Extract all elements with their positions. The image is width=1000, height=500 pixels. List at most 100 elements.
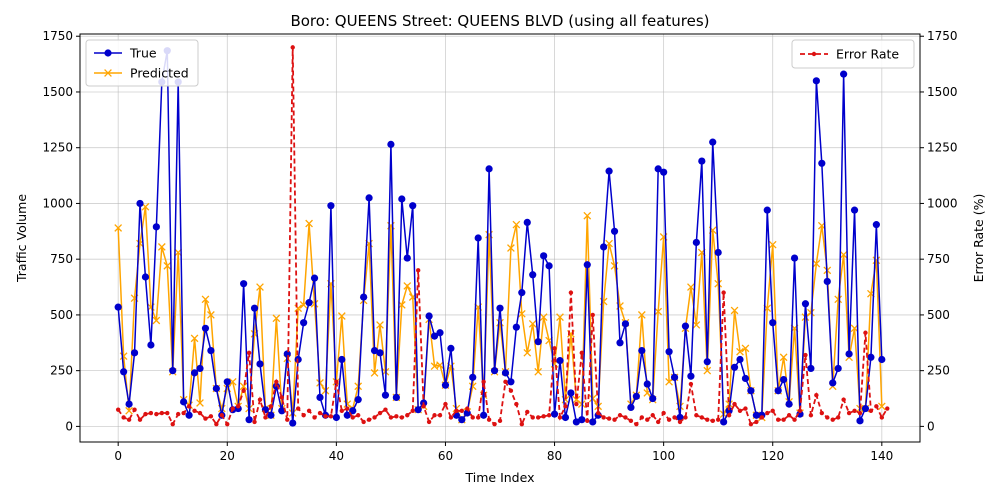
error-rate-point [274, 379, 279, 385]
error-rate-point [263, 415, 268, 420]
y2-tick-label: 1000 [927, 196, 958, 210]
true-point [790, 254, 799, 262]
true-point [507, 378, 515, 386]
true-point [812, 77, 820, 85]
true-point [649, 394, 657, 403]
error-rate-point [857, 410, 863, 416]
error-rate-point [126, 417, 132, 422]
predicted-point-stroke [228, 377, 237, 386]
predicted-point-stroke [207, 311, 215, 319]
error-rate-point [786, 413, 792, 418]
true-point [392, 393, 400, 402]
predicted-point-stroke [152, 316, 161, 325]
error-rate-point [557, 415, 563, 420]
y-tick-label: 750 [50, 252, 73, 266]
predicted-point [528, 319, 537, 328]
error-rate-point [121, 415, 126, 420]
true-point [310, 274, 319, 282]
true-point [256, 360, 264, 368]
error-rate-point [421, 404, 426, 409]
error-rate-point [339, 408, 345, 413]
error-rate-point [470, 415, 475, 420]
true-point [785, 400, 793, 408]
predicted-point [736, 347, 744, 356]
true-point [709, 138, 717, 146]
error-rate-point [748, 421, 754, 427]
predicted-point [201, 295, 210, 304]
error-rate-point [301, 413, 306, 418]
predicted-point [768, 240, 777, 249]
true-point [561, 413, 570, 422]
error-rate-point [192, 408, 197, 413]
predicted-point-stroke [588, 394, 597, 403]
true-point [240, 280, 248, 288]
true-point [147, 341, 155, 349]
true-point [583, 261, 591, 269]
true-point [332, 413, 340, 422]
predicted-point [665, 377, 673, 386]
predicted-point [305, 219, 313, 228]
predicted-point-stroke [834, 295, 843, 304]
error-rate-point [525, 409, 530, 415]
true-point [807, 364, 815, 373]
predicted-point [714, 279, 723, 288]
predicted-point-stroke [239, 382, 248, 391]
x-tick-label: 100 [652, 449, 675, 463]
predicted-point-stroke [370, 369, 379, 377]
error-rate-point [492, 421, 497, 427]
true-point [409, 202, 417, 210]
error-rate-point [148, 410, 154, 416]
true-point [840, 70, 848, 78]
x-tick-label: 80 [547, 449, 562, 463]
true-point [152, 223, 160, 231]
true-point [338, 355, 346, 364]
predicted-point-stroke [436, 361, 444, 369]
legend-right: Error Rate [791, 39, 915, 69]
error-rate-point [481, 379, 486, 385]
true-point [741, 374, 750, 383]
error-rate-point [595, 410, 601, 416]
true-point [207, 346, 215, 355]
x-tick-label: 20 [220, 449, 235, 463]
true-point [632, 392, 640, 400]
error-rate-point [443, 401, 448, 407]
error-rate-point [737, 408, 743, 413]
y2-tick-label: 1250 [927, 141, 958, 155]
predicted-point-stroke [496, 318, 504, 327]
predicted-point-stroke [665, 377, 673, 386]
predicted-point [687, 283, 695, 291]
predicted-point-stroke [310, 299, 319, 308]
true-point [714, 248, 722, 257]
true-point [141, 273, 150, 281]
error-rate-point [219, 413, 225, 418]
plot-frame [79, 33, 921, 443]
predicted-point-stroke [288, 409, 297, 417]
error-rate-point [241, 388, 246, 393]
error-rate-point [705, 417, 710, 422]
chart-title: Boro: QUEENS Street: QUEENS BLVD (using … [290, 12, 709, 30]
error-rate-point [628, 418, 634, 424]
predicted-point [157, 243, 166, 251]
true-point [501, 369, 510, 377]
predicted-point [207, 311, 215, 319]
error-rate-point [781, 417, 786, 422]
error-rate-point [775, 417, 781, 422]
ticks: 0 20 40 60 80 100 120 140 0 250 500 750 1000 1250 1500… [42, 29, 957, 463]
true-point [512, 323, 520, 331]
predicted-point [190, 334, 199, 343]
predicted-point [556, 313, 564, 322]
true-point [801, 300, 810, 308]
true-point [518, 289, 526, 297]
predicted-point-stroke [163, 262, 172, 270]
true-point [654, 165, 662, 173]
predicted-point [370, 369, 379, 377]
error-rate-point [852, 408, 857, 413]
true-point [480, 411, 488, 419]
true-point [120, 368, 128, 376]
y-tick-label: 500 [50, 308, 73, 322]
true-point [436, 329, 444, 337]
predicted-point-stroke [703, 366, 712, 375]
error-rate-point [306, 408, 312, 413]
true-point [643, 380, 651, 388]
error-rate-point [759, 415, 765, 420]
